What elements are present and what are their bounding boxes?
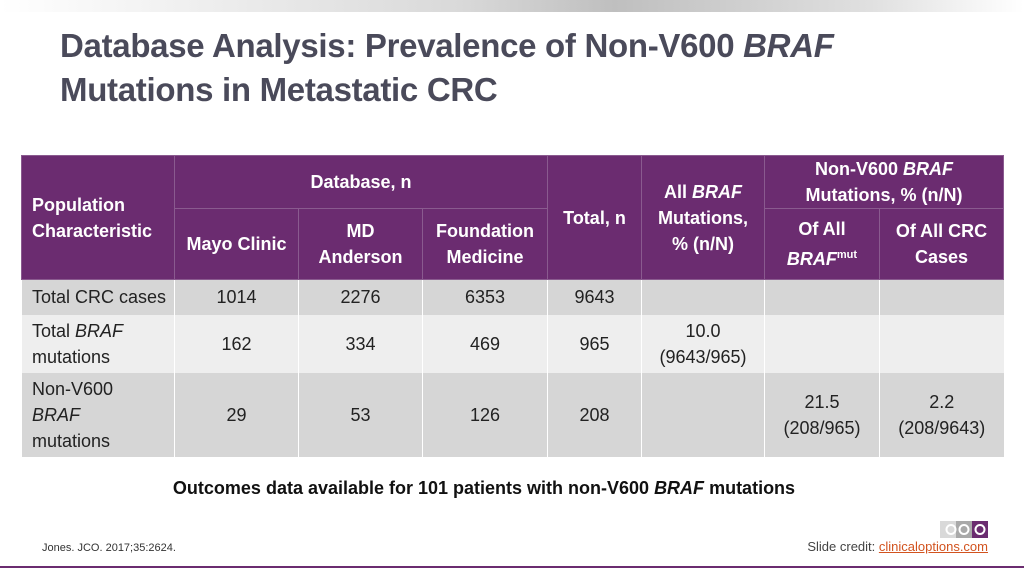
cell-mayo: 29 xyxy=(174,372,299,457)
bottom-divider xyxy=(0,566,1024,568)
cell-mayo: 1014 xyxy=(174,279,299,315)
cell-mayo: 162 xyxy=(174,314,299,373)
header-foundation-medicine: Foundation Medicine xyxy=(422,208,548,280)
title-line1-prefix: Database Analysis: Prevalence of Non-V60… xyxy=(60,27,744,64)
cell-foundation: 469 xyxy=(422,314,548,373)
header-database-group: Database, n xyxy=(174,155,548,209)
row-label: Non-V600 BRAF mutations xyxy=(21,372,175,457)
page-title: Database Analysis: Prevalence of Non-V60… xyxy=(60,24,960,112)
slide-credit-label: Slide credit: xyxy=(807,539,879,554)
cell-foundation: 126 xyxy=(422,372,548,457)
top-gradient-band xyxy=(0,0,1024,12)
header-mayo-clinic: Mayo Clinic xyxy=(174,208,299,280)
header-total: Total, n xyxy=(547,155,642,280)
cell-total: 9643 xyxy=(547,279,642,315)
header-all-braf: All BRAF Mutations, % (n/N) xyxy=(641,155,765,280)
header-md-anderson: MD Anderson xyxy=(298,208,423,280)
cell-all-braf xyxy=(641,279,765,315)
cell-of-all-braf: 21.5 (208/965) xyxy=(764,372,880,457)
cell-md-anderson: 53 xyxy=(298,372,423,457)
header-of-all-braf: Of All BRAFmut xyxy=(764,208,880,280)
cell-of-all-braf xyxy=(764,279,880,315)
row-label: Total BRAF mutations xyxy=(21,314,175,373)
cell-of-all-crc xyxy=(878,279,1004,315)
prevalence-table: Population Characteristic Database, n To… xyxy=(21,155,1005,457)
clinical-care-options-logo xyxy=(940,521,988,538)
row-label: Total CRC cases xyxy=(21,279,175,315)
header-of-all-crc: Of All CRC Cases xyxy=(878,208,1005,280)
cell-of-all-crc xyxy=(878,314,1004,373)
cell-all-braf xyxy=(641,372,765,457)
table-row: Non-V600 BRAF mutations 29 53 126 208 21… xyxy=(21,372,1004,457)
table-row: Total BRAF mutations 162 334 469 965 10.… xyxy=(21,314,1004,373)
cell-total: 965 xyxy=(547,314,642,373)
header-population-characteristic: Population Characteristic xyxy=(21,155,175,280)
cell-total: 208 xyxy=(547,372,642,457)
cell-md-anderson: 2276 xyxy=(298,279,423,315)
header-non-v600-group: Non-V600 BRAF Mutations, % (n/N) xyxy=(763,155,1005,209)
cell-foundation: 6353 xyxy=(422,279,548,315)
title-line1-italic: BRAF xyxy=(743,27,834,64)
cell-all-braf: 10.0 (9643/965) xyxy=(641,314,765,373)
cell-of-all-crc: 2.2 (208/9643) xyxy=(878,372,1004,457)
outcomes-note: Outcomes data available for 101 patients… xyxy=(172,478,796,498)
citation: Jones. JCO. 2017;35:2624. xyxy=(42,542,176,554)
slide-credit-link[interactable]: clinicaloptions.com xyxy=(878,539,988,554)
table-row: Total CRC cases 1014 2276 6353 9643 xyxy=(21,279,1004,315)
cell-of-all-braf xyxy=(764,314,880,373)
slide-credit: Slide credit: clinicaloptions.com xyxy=(807,539,988,554)
cell-md-anderson: 334 xyxy=(298,314,423,373)
title-line2: Mutations in Metastatic CRC xyxy=(60,71,498,108)
